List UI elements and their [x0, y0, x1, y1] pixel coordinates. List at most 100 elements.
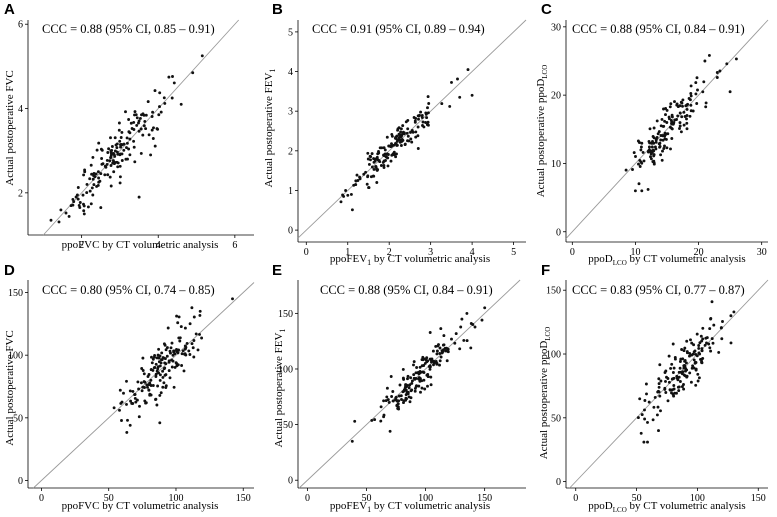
panel-b-data-point: [377, 150, 380, 153]
panel-d-data-point: [158, 373, 162, 377]
panel-e-data-point: [389, 375, 393, 378]
panel-b-data-point: [378, 146, 382, 150]
panel-e-data-point: [412, 363, 415, 367]
panel-b-data-point: [385, 135, 389, 139]
panel-c-data-point: [663, 133, 667, 137]
panel-a-data-point: [108, 159, 112, 163]
panel-e-data-point: [426, 384, 429, 388]
panel-f-data-point: [711, 341, 715, 345]
panel-f-identity-line: [569, 279, 769, 489]
panel-b-data-point: [409, 130, 412, 134]
panel-c-data-point: [681, 98, 685, 102]
panel-a-data-point: [163, 101, 167, 105]
panel-e-data-point: [416, 371, 420, 375]
panel-f-data-point: [697, 344, 701, 347]
panel-d-data-point: [140, 367, 144, 370]
panel-e-data-point: [428, 365, 432, 369]
panel-a-data-point: [72, 200, 76, 204]
panel-e-data-point: [404, 388, 408, 392]
panel-a-data-point: [105, 158, 109, 162]
panel-d-data-point: [155, 356, 159, 360]
panel-e-data-point: [438, 359, 442, 363]
panel-a-data-point: [96, 170, 100, 174]
panel-d-data-point: [192, 355, 196, 359]
panel-b-data-point: [385, 152, 389, 156]
panel-b-data-point: [410, 140, 414, 144]
panel-c-data-point: [685, 121, 689, 125]
panel-b-data-point: [420, 116, 424, 119]
panel-f-data-point: [678, 366, 682, 370]
panel-c-data-point: [631, 168, 634, 171]
panel-a-data-point: [119, 145, 123, 149]
panel-a-data-point: [99, 172, 103, 176]
panel-b-data-point: [382, 166, 386, 169]
panel-c-data-point: [680, 101, 684, 105]
panel-d-data-point: [149, 378, 153, 382]
panel-a-data-point: [91, 193, 95, 197]
panel-b-data-point: [379, 164, 383, 167]
panel-c-data-point: [655, 119, 659, 123]
panel-e-data-point: [431, 349, 435, 353]
panel-d-data-point: [151, 384, 155, 387]
panel-d-data-point: [137, 387, 141, 391]
panel-a-data-point: [82, 173, 86, 177]
panel-a-data-point: [141, 133, 145, 137]
panel-f-y-tick-label: 100: [546, 350, 561, 361]
panel-d-data-point: [158, 364, 162, 368]
panel-d-data-point: [198, 309, 202, 313]
panel-c-data-point: [689, 92, 693, 95]
panel-d-data-point: [163, 361, 167, 365]
panel-a-data-point: [103, 164, 107, 168]
panel-d-data-point: [112, 406, 116, 410]
panel-e: E CCC = 0.88 (95% CI, 0.84 – 0.91) ppoFE…: [272, 262, 493, 514]
panel-f-data-point: [684, 369, 687, 373]
panel-e-data-point: [425, 356, 429, 360]
panel-b-x-tick-label: 3: [428, 247, 433, 258]
panel-b-data-point: [395, 139, 399, 143]
panel-d-data-point: [170, 341, 174, 345]
panel-b-data-point: [416, 134, 420, 138]
panel-a-data-point: [158, 105, 161, 109]
panel-f-data-point: [698, 352, 702, 356]
panel-e-ylabel: Actual postoperative FEV1: [273, 329, 287, 448]
panel-e-data-point: [437, 343, 440, 347]
panel-d-data-point: [125, 379, 128, 383]
panel-d-data-point: [163, 373, 167, 377]
panel-b-data-point: [392, 143, 396, 147]
panel-c-data-point: [665, 146, 669, 150]
panel-f-data-point: [685, 339, 689, 343]
panel-d-data-point: [143, 386, 146, 389]
panel-f: F CCC = 0.83 (95% CI, 0.77 – 0.87) ppoDL…: [538, 262, 746, 514]
panel-f-data-point: [677, 370, 681, 374]
panel-e-x-tick-label: 150: [477, 493, 492, 504]
panel-d-data-point: [126, 418, 129, 422]
panel-f-data-point: [694, 383, 698, 387]
panel-a-data-point: [92, 183, 96, 187]
panel-c-data-point: [669, 147, 672, 151]
panel-b-x-tick-label: 2: [387, 247, 392, 258]
panel-e-data-point: [422, 378, 426, 382]
panel-a-data-point: [82, 204, 86, 208]
panel-b-data-point: [372, 157, 376, 161]
panel-b-data-point: [388, 144, 392, 148]
panel-e-data-point: [442, 343, 446, 347]
panel-b-data-point: [390, 153, 394, 157]
panel-a-data-point: [95, 148, 99, 152]
panel-a-data-point: [191, 71, 195, 75]
panel-c-data-point: [649, 152, 653, 156]
panel-f-data-point: [678, 360, 682, 363]
panel-a-data-point: [132, 139, 136, 143]
panel-f-data-point: [682, 387, 686, 391]
panel-e-data-point: [425, 360, 429, 364]
panel-a-data-point: [137, 129, 141, 133]
panel-d-y-tick-label: 50: [13, 413, 23, 424]
panel-b-data-point: [392, 150, 396, 154]
panel-d-data-point: [141, 356, 145, 360]
panel-b-data-point: [346, 193, 350, 197]
panel-d-data-point: [160, 351, 164, 355]
panel-f-data-point: [656, 405, 660, 409]
panel-a-data-point: [103, 173, 107, 177]
panel-a-data-point: [144, 127, 148, 131]
panel-b-data-point: [370, 152, 374, 156]
panel-e-xlabel: ppoFEV1 by CT volumetric analysis: [330, 500, 490, 514]
